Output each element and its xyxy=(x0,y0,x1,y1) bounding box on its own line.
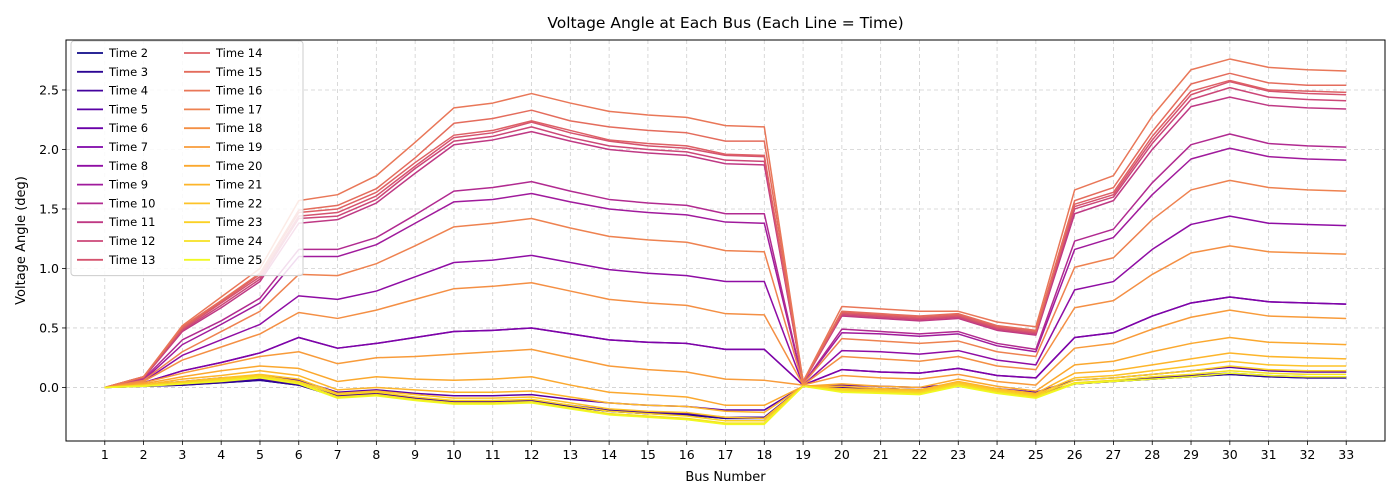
series-line-time-20 xyxy=(104,336,1347,407)
y-tick-label: 1.5 xyxy=(39,201,59,216)
x-tick-label: 6 xyxy=(295,447,303,462)
x-tick-label: 1 xyxy=(101,447,109,462)
series-line-time-9 xyxy=(104,147,1347,389)
legend-entry-label: Time 14 xyxy=(215,46,262,60)
x-tick-label: 13 xyxy=(562,447,578,462)
series-line-time-7 xyxy=(104,296,1347,389)
y-axis-label: Voltage Angle (deg) xyxy=(14,176,29,305)
x-tick-label: 3 xyxy=(178,447,186,462)
legend-entry-label: Time 20 xyxy=(215,159,262,173)
legend-entry-label: Time 10 xyxy=(108,196,155,210)
legend-entry-label: Time 3 xyxy=(108,65,148,79)
x-tick-label: 16 xyxy=(679,447,695,462)
series-line-time-24 xyxy=(104,370,1347,424)
legend-entry-label: Time 17 xyxy=(215,102,262,116)
series-line-time-19 xyxy=(104,309,1347,389)
legend-entry-label: Time 15 xyxy=(215,65,262,79)
legend-entry-label: Time 25 xyxy=(215,253,262,267)
series-line-time-13 xyxy=(104,80,1347,389)
series-line-time-16 xyxy=(104,58,1347,389)
x-tick-label: 10 xyxy=(446,447,462,462)
x-tick-label: 25 xyxy=(1028,447,1044,462)
series-line-time-15 xyxy=(104,72,1347,389)
grid xyxy=(66,40,1385,441)
x-tick-label: 29 xyxy=(1183,447,1199,462)
legend-entry-label: Time 22 xyxy=(215,196,262,210)
legend-entry-label: Time 2 xyxy=(108,46,148,60)
x-tick-label: 21 xyxy=(873,447,889,462)
legend: Time 2 Time 3 Time 4 Time 5 Time 6 Time 7 Time… xyxy=(70,40,304,277)
series-line-time-25 xyxy=(104,372,1347,426)
legend-entry-label: Time 19 xyxy=(215,140,262,154)
legend-entry-label: Time 5 xyxy=(108,102,148,116)
series-line-time-18 xyxy=(104,245,1347,389)
x-tick-label: 7 xyxy=(334,447,342,462)
legend-entry-label: Time 18 xyxy=(215,121,262,135)
x-tick-label: 8 xyxy=(372,447,380,462)
x-tick-label: 28 xyxy=(1144,447,1160,462)
x-tick-label: 14 xyxy=(601,447,617,462)
legend-entry-label: Time 23 xyxy=(215,215,262,229)
x-tick-label: 9 xyxy=(411,447,419,462)
x-axis-ticks: 1 2 3 4 5 6 7 8 9 10 11 12 13 14 15 16 17 18 19 20 21 22 23 24 2… xyxy=(101,441,1354,462)
series-line-time-8 xyxy=(104,215,1347,389)
x-tick-label: 22 xyxy=(912,447,928,462)
x-tick-label: 20 xyxy=(834,447,850,462)
series-line-time-23 xyxy=(104,365,1347,422)
series-line-time-21 xyxy=(104,352,1347,414)
legend-entry-label: Time 21 xyxy=(215,178,262,192)
x-tick-label: 18 xyxy=(756,447,772,462)
x-tick-label: 17 xyxy=(718,447,734,462)
series-line-time-22 xyxy=(104,360,1347,420)
y-axis-ticks: 0.0 0.5 1.0 1.5 2.0 2.5 xyxy=(39,82,66,395)
x-tick-label: 24 xyxy=(989,447,1005,462)
y-tick-label: 2.0 xyxy=(39,142,59,157)
x-tick-label: 4 xyxy=(217,447,225,462)
y-tick-label: 2.5 xyxy=(39,82,59,97)
x-tick-label: 11 xyxy=(485,447,501,462)
legend-entry-label: Time 13 xyxy=(108,253,155,267)
legend-entry-label: Time 24 xyxy=(215,234,262,248)
series-line-time-17 xyxy=(104,179,1347,389)
x-axis-label: Bus Number xyxy=(685,470,766,485)
legend-entry-label: Time 8 xyxy=(108,159,148,173)
y-tick-label: 0.5 xyxy=(39,320,59,335)
x-tick-label: 27 xyxy=(1105,447,1121,462)
x-tick-label: 30 xyxy=(1222,447,1238,462)
x-tick-label: 2 xyxy=(140,447,148,462)
x-tick-label: 19 xyxy=(795,447,811,462)
chart-title: Voltage Angle at Each Bus (Each Line = T… xyxy=(547,14,903,32)
series-line-time-14 xyxy=(104,79,1347,389)
legend-frame xyxy=(70,40,304,277)
x-tick-label: 23 xyxy=(950,447,966,462)
series-line-time-12 xyxy=(104,86,1347,389)
series-line-time-10 xyxy=(104,133,1347,389)
legend-entry-label: Time 4 xyxy=(108,84,148,98)
x-tick-label: 31 xyxy=(1261,447,1277,462)
x-tick-label: 12 xyxy=(524,447,540,462)
legend-entry-label: Time 6 xyxy=(108,121,148,135)
legend-entry-label: Time 12 xyxy=(108,234,155,248)
y-tick-label: 1.0 xyxy=(39,261,59,276)
legend-entry-label: Time 11 xyxy=(108,215,155,229)
series-line-time-11 xyxy=(104,96,1347,389)
series-lines xyxy=(104,58,1347,426)
y-tick-label: 0.0 xyxy=(39,380,59,395)
legend-entry-label: Time 16 xyxy=(215,84,262,98)
x-tick-label: 32 xyxy=(1299,447,1315,462)
x-tick-label: 33 xyxy=(1338,447,1354,462)
legend-entry-label: Time 7 xyxy=(108,140,148,154)
legend-entry-label: Time 9 xyxy=(108,178,148,192)
x-tick-label: 26 xyxy=(1067,447,1083,462)
x-tick-label: 5 xyxy=(256,447,264,462)
x-tick-label: 15 xyxy=(640,447,656,462)
